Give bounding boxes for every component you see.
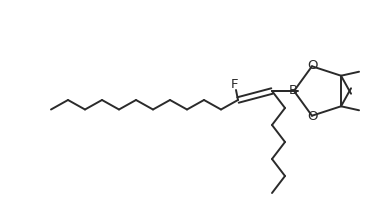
Text: O: O (308, 59, 318, 72)
Text: O: O (308, 110, 318, 123)
Text: F: F (230, 77, 238, 90)
Text: B: B (288, 84, 298, 97)
